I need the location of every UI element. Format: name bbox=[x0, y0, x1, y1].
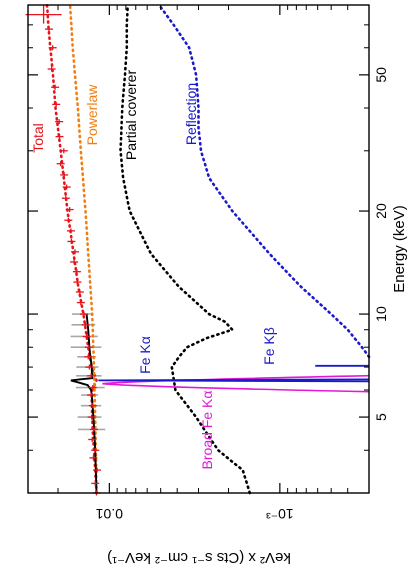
label-broad-fe-k-alpha: Broad Fe Kα bbox=[199, 391, 215, 470]
data-points bbox=[25, 5, 102, 496]
x-axis-label: Energy (keV) bbox=[391, 205, 408, 293]
label-powerlaw: Powerlaw bbox=[84, 84, 100, 146]
axis-ticks bbox=[28, 5, 369, 494]
label-total: Total bbox=[30, 123, 46, 153]
y-tick-label: 10⁻³ bbox=[266, 506, 294, 522]
plot-content bbox=[25, 3, 371, 496]
label-fe-k-alpha: Fe Kα bbox=[137, 336, 153, 374]
x-tick-label: 10 bbox=[373, 306, 389, 322]
total-model-line bbox=[70, 314, 98, 494]
x-tick-label: 20 bbox=[373, 203, 389, 219]
line-fe-k-alpha bbox=[98, 378, 370, 383]
label-reflection: Reflection bbox=[183, 83, 199, 145]
x-tick-label: 5 bbox=[373, 413, 389, 421]
line-broad-fe-k-alpha bbox=[102, 374, 370, 393]
y-tick-label: 0.01 bbox=[96, 506, 123, 522]
label-fe-k-beta: Fe Kβ bbox=[261, 327, 277, 365]
series-line-partial-coverer bbox=[119, 3, 252, 495]
y-axis-label: keV² x (Cts s⁻¹ cm⁻² keV⁻¹) bbox=[107, 549, 291, 566]
x-tick-label: 50 bbox=[373, 67, 389, 83]
tick-labels: 5 10 20 50 0.01 10⁻³ bbox=[96, 67, 389, 522]
series-line-reflection bbox=[157, 3, 371, 359]
label-partial-coverer: Partial coverer bbox=[123, 70, 139, 161]
